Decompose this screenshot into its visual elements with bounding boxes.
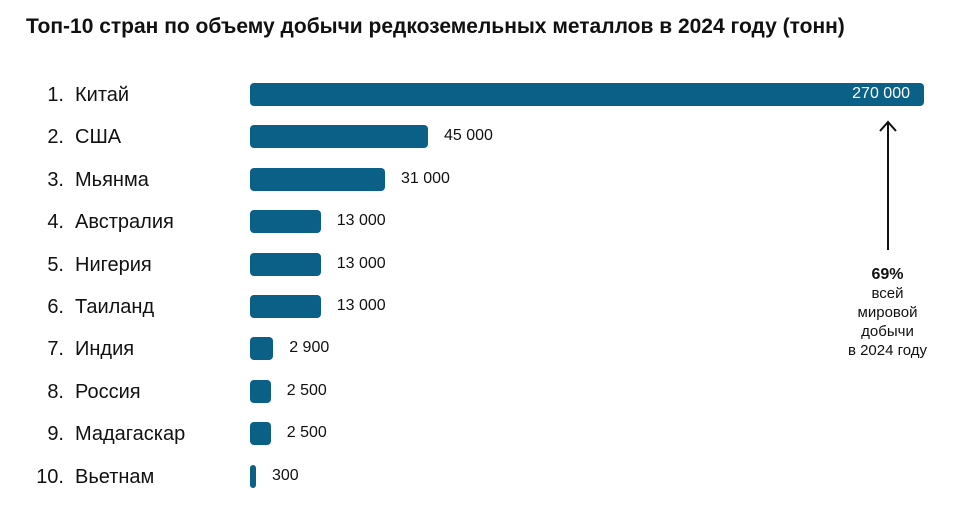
category-label: Нигерия bbox=[75, 253, 152, 276]
share-annotation: 69% всей мировой добычи в 2024 году bbox=[820, 265, 955, 360]
bar-row: 9. Мадагаскар 2 500 bbox=[0, 413, 960, 455]
annotation-line: в 2024 году bbox=[847, 342, 928, 359]
bar bbox=[250, 210, 321, 234]
rank-label: 4. bbox=[47, 211, 64, 234]
bar-row: 5. Нигерия 13 000 bbox=[0, 244, 960, 286]
bar-row: 6. Таиланд 13 000 bbox=[0, 286, 960, 328]
bar-row: 1. Китай 270 000 bbox=[0, 74, 960, 116]
data-label: 2 900 bbox=[289, 339, 330, 357]
category-label: Таиланд bbox=[75, 296, 155, 318]
bar-row: 2. США 45 000 bbox=[0, 116, 960, 158]
chart-title: Топ-10 стран по объему добычи редкоземел… bbox=[26, 15, 845, 38]
bar bbox=[250, 167, 385, 191]
bar bbox=[250, 464, 256, 488]
bar bbox=[250, 295, 321, 318]
annotation-line: мировой bbox=[857, 304, 918, 321]
category-label: Вьетнам bbox=[75, 465, 155, 488]
data-label: 45 000 bbox=[444, 127, 493, 145]
rank-label: 2. bbox=[47, 126, 64, 149]
rank-label: 1. bbox=[47, 84, 64, 106]
bar-row: 4. Австралия 13 000 bbox=[0, 201, 960, 243]
category-label: Индия bbox=[75, 338, 135, 361]
category-label: США bbox=[75, 126, 122, 149]
rank-label: 9. bbox=[47, 423, 64, 446]
category-label: Китай bbox=[75, 84, 130, 106]
bar-row: 3. Мьянма 31 000 bbox=[0, 159, 960, 201]
rank-label: 10. bbox=[36, 465, 64, 488]
data-label: 31 000 bbox=[400, 169, 450, 187]
rank-label: 3. bbox=[47, 168, 64, 191]
arrow-up-icon bbox=[879, 120, 897, 250]
data-label: 2 500 bbox=[286, 424, 327, 442]
rank-label: 7. bbox=[47, 338, 64, 361]
data-label: 2 500 bbox=[286, 381, 327, 399]
data-label: 13 000 bbox=[336, 297, 386, 314]
data-label: 13 000 bbox=[336, 212, 386, 230]
category-label: Россия bbox=[75, 380, 141, 403]
annotation-line: всей bbox=[871, 285, 904, 302]
rank-label: 5. bbox=[47, 253, 64, 276]
bar-row: 8. Россия 2 500 bbox=[0, 371, 960, 413]
bar bbox=[250, 125, 429, 149]
bar bbox=[250, 422, 271, 446]
category-label: Австралия bbox=[75, 211, 174, 234]
bar bbox=[250, 252, 321, 276]
data-label: 300 bbox=[272, 466, 299, 484]
bar bbox=[250, 337, 274, 361]
bar bbox=[250, 83, 924, 106]
data-label: 270 000 bbox=[852, 85, 910, 102]
data-label: 13 000 bbox=[336, 254, 386, 272]
bar-row: 7. Индия 2 900 bbox=[0, 328, 960, 370]
bar bbox=[250, 379, 271, 403]
rank-label: 8. bbox=[47, 380, 64, 403]
annotation-line: добычи bbox=[861, 323, 914, 340]
category-label: Мьянма bbox=[75, 168, 149, 191]
bar-row: 10. Вьетнам 300 bbox=[0, 456, 960, 498]
rank-label: 6. bbox=[47, 296, 64, 318]
category-label: Мадагаскар bbox=[75, 423, 186, 446]
share-percent: 69% bbox=[871, 266, 904, 283]
